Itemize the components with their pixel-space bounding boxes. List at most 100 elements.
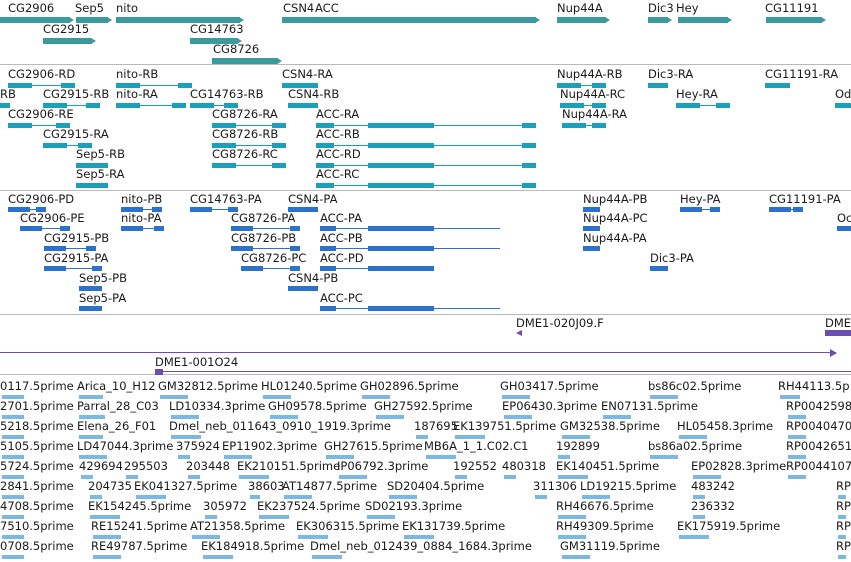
protein-label[interactable]: nito-PB bbox=[121, 192, 163, 206]
transcript-label[interactable]: CG2915-RA bbox=[43, 127, 109, 141]
est-label[interactable]: IP06792.3prime bbox=[337, 459, 429, 473]
clone-label[interactable]: DME bbox=[825, 316, 851, 330]
est-label[interactable]: 375924 bbox=[176, 439, 220, 453]
gene-label[interactable]: CG2906 bbox=[8, 1, 55, 15]
est-label[interactable]: Parral_28_C03 bbox=[77, 399, 159, 413]
gene-label[interactable]: Hey bbox=[676, 1, 699, 15]
est-label[interactable]: GH03417.5prime bbox=[500, 379, 599, 393]
est-label[interactable]: GM31119.5prime bbox=[560, 539, 660, 553]
est-label[interactable]: RP0042651 bbox=[786, 439, 851, 453]
est-label[interactable]: 2841.5prime bbox=[0, 479, 74, 493]
protein-label[interactable]: CG14763-PA bbox=[190, 192, 262, 206]
est-label[interactable]: EK041327.5prime bbox=[134, 479, 238, 493]
protein-label[interactable]: Hey-PA bbox=[680, 192, 721, 206]
transcript-label[interactable]: CG14763-RB bbox=[190, 87, 264, 101]
est-label[interactable]: RP0044107 bbox=[786, 459, 851, 473]
est-label[interactable]: 295503 bbox=[124, 459, 168, 473]
est-label[interactable]: RP bbox=[836, 519, 851, 533]
gene-label[interactable]: CG14763 bbox=[190, 22, 244, 36]
protein-label[interactable]: ACC-PD bbox=[320, 251, 364, 265]
est-label[interactable]: 2701.5prime bbox=[0, 399, 74, 413]
protein-label[interactable]: ACC-PB bbox=[320, 231, 363, 245]
transcript-label[interactable]: ACC-RB bbox=[316, 127, 360, 141]
est-label[interactable]: EK184918.5prime bbox=[201, 539, 305, 553]
protein-label[interactable]: CG8726-PC bbox=[241, 251, 307, 265]
protein-label[interactable]: Nup44A-PA bbox=[583, 231, 647, 245]
protein-label[interactable]: Nup44A-PB bbox=[583, 192, 648, 206]
est-label[interactable]: 187695 bbox=[414, 419, 458, 433]
est-label[interactable]: EK140451.5prime bbox=[556, 459, 660, 473]
est-label[interactable]: Arica_10_H12 bbox=[77, 379, 156, 393]
est-label[interactable]: 305972 bbox=[203, 499, 247, 513]
protein-label[interactable]: CG8726-PA bbox=[231, 211, 296, 225]
est-label[interactable]: EK210151.5prime bbox=[237, 459, 341, 473]
protein-label[interactable]: CG2915-PA bbox=[44, 251, 109, 265]
protein-label[interactable]: Sep5-PB bbox=[79, 271, 127, 285]
gene-label[interactable]: ACC bbox=[315, 1, 339, 15]
protein-label[interactable]: ACC-PC bbox=[320, 291, 363, 305]
gene-label[interactable]: Nup44A bbox=[557, 1, 603, 15]
transcript-label[interactable]: ACC-RC bbox=[316, 167, 360, 181]
est-label[interactable]: bs86a02.5prime bbox=[648, 439, 743, 453]
est-label[interactable]: RP bbox=[836, 499, 851, 513]
est-label[interactable]: HL01240.5prime bbox=[261, 379, 358, 393]
est-label[interactable]: RE49787.5prime bbox=[91, 539, 188, 553]
protein-label[interactable]: Sep5-PA bbox=[79, 291, 127, 305]
est-label[interactable]: 429694 bbox=[79, 459, 123, 473]
gene-label[interactable]: Sep5 bbox=[75, 1, 104, 15]
est-label[interactable]: GH02896.5prime bbox=[360, 379, 459, 393]
est-label[interactable]: LD10334.3prime bbox=[169, 399, 266, 413]
protein-label[interactable]: CG2915-PB bbox=[44, 231, 110, 245]
protein-label[interactable]: ACC-PA bbox=[320, 211, 362, 225]
est-label[interactable]: 0117.5prime bbox=[0, 379, 74, 393]
transcript-label[interactable]: CG2915-RB bbox=[43, 87, 110, 101]
clone-label[interactable]: DME1-020J09.F bbox=[516, 316, 604, 330]
est-label[interactable]: EN07131.5prime bbox=[601, 399, 698, 413]
est-label[interactable]: Dmel_neb_011643_0910_1919.3prime bbox=[169, 419, 391, 433]
transcript-label[interactable]: Nup44A-RB bbox=[557, 67, 623, 81]
transcript-label[interactable]: nito-RA bbox=[116, 87, 158, 101]
est-label[interactable]: Elena_26_F01 bbox=[77, 419, 157, 433]
est-label[interactable]: RP bbox=[836, 539, 851, 553]
transcript-label[interactable]: CSN4-RB bbox=[288, 87, 340, 101]
est-label[interactable]: GM32812.5prime bbox=[158, 379, 258, 393]
transcript-label[interactable]: CG8726-RC bbox=[212, 147, 278, 161]
protein-label[interactable]: Nup44A-PC bbox=[583, 211, 648, 225]
est-label[interactable]: AT21358.5prime bbox=[190, 519, 286, 533]
transcript-label[interactable]: Od bbox=[835, 87, 851, 101]
est-label[interactable]: 236332 bbox=[691, 499, 735, 513]
transcript-label[interactable]: CG2906-RD bbox=[8, 67, 76, 81]
gene-label[interactable]: CG2915 bbox=[43, 22, 90, 36]
est-label[interactable]: RP0040470 bbox=[786, 419, 851, 433]
est-label[interactable]: SD02193.3prime bbox=[365, 499, 463, 513]
est-label[interactable]: LD47044.3prime bbox=[77, 439, 174, 453]
est-label[interactable]: EP06430.3prime bbox=[502, 399, 598, 413]
transcript-label[interactable]: ACC-RA bbox=[316, 107, 360, 121]
est-label[interactable]: GH27592.5prime bbox=[374, 399, 473, 413]
est-label[interactable]: HL05458.3prime bbox=[677, 419, 774, 433]
est-label[interactable]: 5105.5prime bbox=[0, 439, 74, 453]
est-label[interactable]: 4708.5prime bbox=[0, 499, 74, 513]
est-label[interactable]: RP0042598 bbox=[786, 399, 851, 413]
transcript-label[interactable]: CG8726-RA bbox=[212, 107, 278, 121]
transcript-label[interactable]: CG11191-RA bbox=[765, 67, 839, 81]
protein-label[interactable]: CSN4-PB bbox=[288, 271, 339, 285]
est-label[interactable]: Dmel_neb_012439_0884_1684.3prime bbox=[310, 539, 532, 553]
transcript-label[interactable]: Sep5-RB bbox=[76, 147, 126, 161]
protein-label[interactable]: CG11191-PA bbox=[769, 192, 841, 206]
protein-label[interactable]: CG8726-PB bbox=[231, 231, 297, 245]
est-label[interactable]: EK306315.5prime bbox=[296, 519, 400, 533]
est-label[interactable]: 480318 bbox=[502, 459, 546, 473]
protein-label[interactable]: nito-PA bbox=[121, 211, 162, 225]
est-label[interactable]: AT14877.5prime bbox=[282, 479, 378, 493]
est-label[interactable]: 38603 bbox=[248, 479, 285, 493]
transcript-label[interactable]: ACC-RD bbox=[316, 147, 361, 161]
est-label[interactable]: RH44113.5p bbox=[778, 379, 850, 393]
clone-label[interactable]: DME1-001O24 bbox=[155, 355, 239, 369]
est-label[interactable]: RH46676.5prime bbox=[556, 499, 654, 513]
est-label[interactable]: GH27615.5prime bbox=[324, 439, 423, 453]
est-label[interactable]: 311306 bbox=[533, 479, 577, 493]
transcript-label[interactable]: Dic3-RA bbox=[648, 67, 694, 81]
est-label[interactable]: EP11902.3prime bbox=[222, 439, 318, 453]
est-label[interactable]: 204735 bbox=[88, 479, 132, 493]
